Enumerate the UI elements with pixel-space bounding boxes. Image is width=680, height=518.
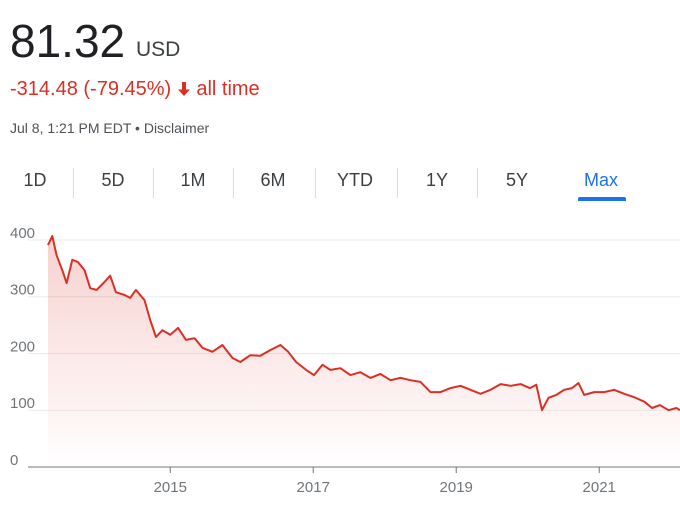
change-suffix: all time <box>196 78 260 100</box>
area-fill <box>48 236 680 467</box>
x-tick-label: 2021 <box>583 479 616 496</box>
price: 81.32 <box>10 15 126 67</box>
tab[interactable]: 6M <box>260 170 286 190</box>
timestamp: Jul 8, 1:21 PM EDT <box>10 120 132 136</box>
currency: USD <box>136 38 181 61</box>
tab[interactable]: 1D <box>23 170 47 190</box>
y-tick-label: 400 <box>10 225 35 242</box>
x-tick-label: 2017 <box>297 479 330 496</box>
y-tick-label: 100 <box>10 395 35 412</box>
y-tick-label: 200 <box>10 338 35 355</box>
tab-indicator <box>578 197 626 201</box>
x-tick-label: 2019 <box>440 479 473 496</box>
tab[interactable]: 1M <box>180 170 206 190</box>
tab-separator <box>477 168 478 198</box>
change-value: -314.48 (-79.45%) <box>10 78 172 100</box>
y-tick-label: 0 <box>10 452 18 469</box>
tab-separator <box>397 168 398 198</box>
down-arrow <box>177 82 190 96</box>
tab[interactable]: Max <box>583 170 618 190</box>
change: -314.48 (-79.45%) all time <box>10 78 260 101</box>
tab[interactable]: 5D <box>101 170 125 190</box>
tab[interactable]: 1Y <box>425 170 449 190</box>
tab-separator <box>233 168 234 198</box>
tab-separator <box>73 168 74 198</box>
meta: Jul 8, 1:21 PM EDT • Disclaimer <box>10 120 210 136</box>
x-tick-label: 2015 <box>154 479 187 496</box>
tab[interactable]: YTD <box>337 170 373 190</box>
y-tick-label: 300 <box>10 282 35 299</box>
price-line <box>47 235 680 412</box>
disclaimer[interactable]: Disclaimer <box>143 120 210 136</box>
tab-separator <box>153 168 154 198</box>
tab[interactable]: 5Y <box>505 170 529 190</box>
tab-separator <box>315 168 316 198</box>
